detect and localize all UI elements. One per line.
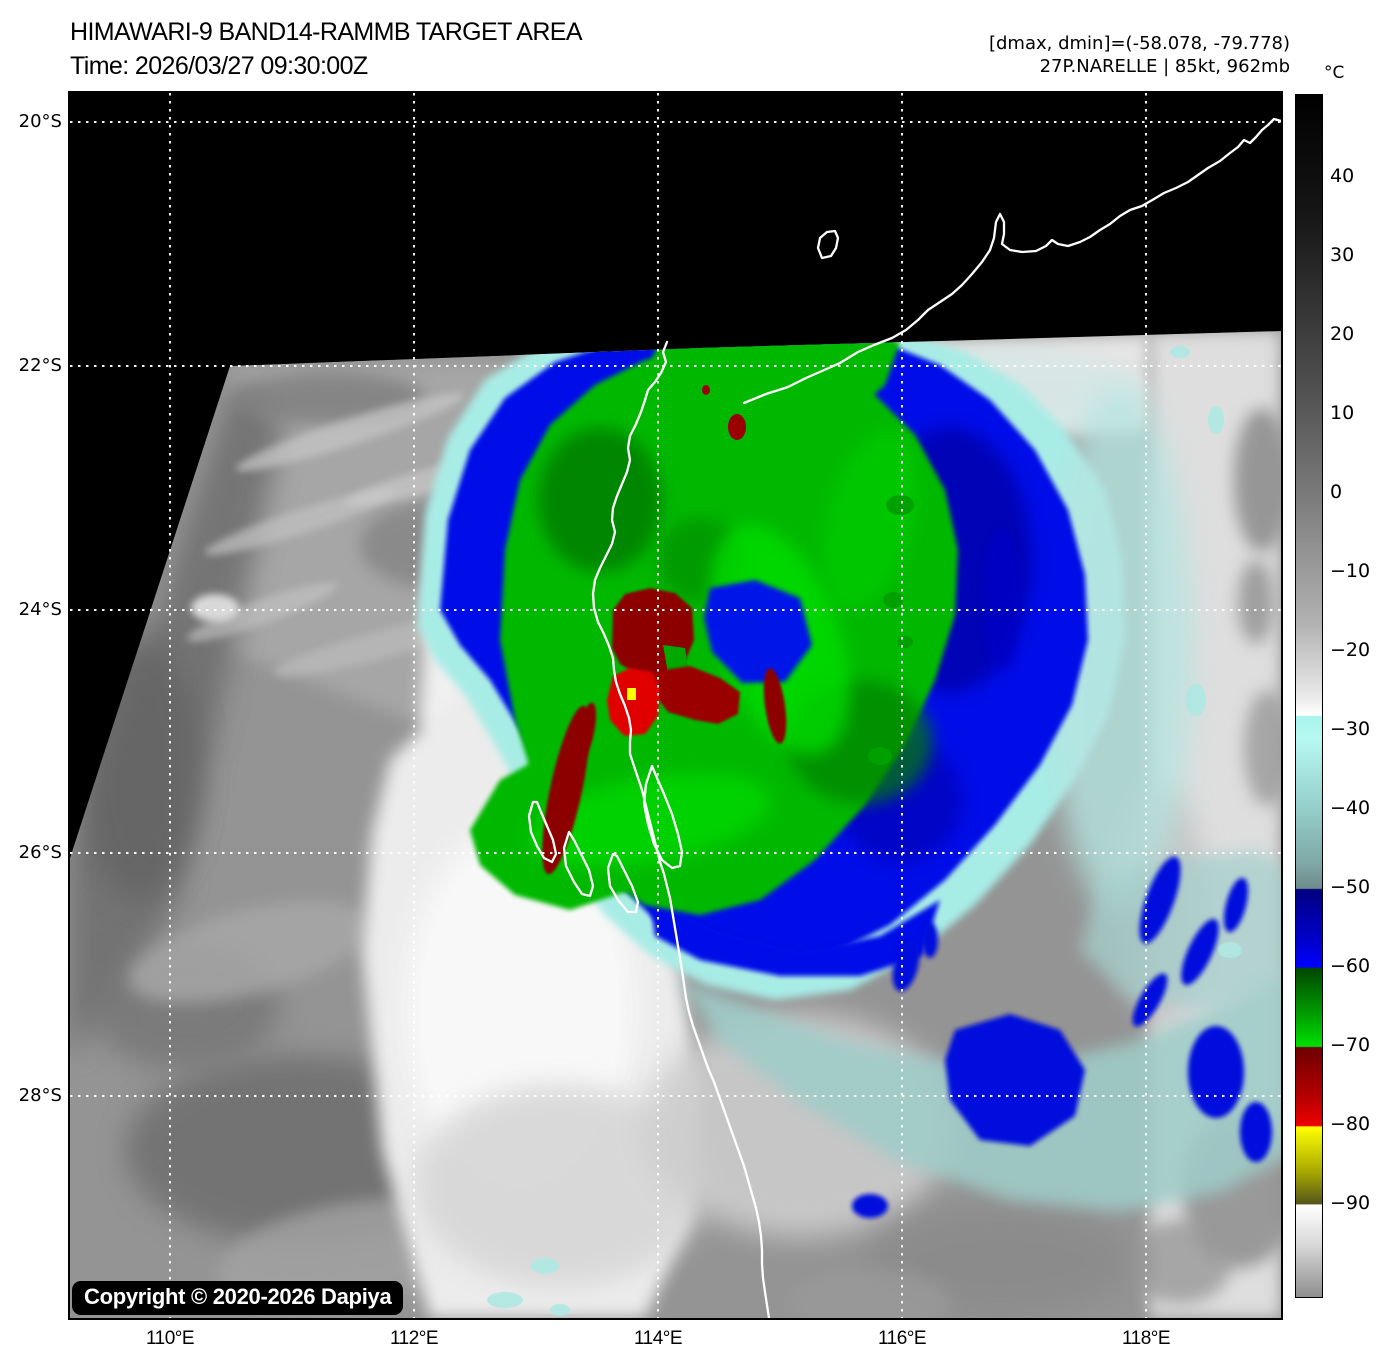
colorbar-tick-m40: −40 (1330, 797, 1371, 819)
coastline-lagoon-c (606, 852, 640, 914)
storm-info: 27P.NARELLE | 85kt, 962mb (1039, 56, 1290, 77)
lon-label-114e: 114°E (633, 1328, 683, 1349)
colorbar-tick-0: 0 (1330, 481, 1343, 503)
page-title: HIMAWARI-9 BAND14-RAMMB TARGET AREA (70, 18, 583, 46)
lat-label-26s: 26°S (18, 842, 62, 863)
lat-label-20s: 20°S (18, 111, 62, 132)
lon-label-118e: 118°E (1121, 1328, 1171, 1349)
timestamp: Time: 2026/03/27 09:30:00Z (70, 52, 368, 80)
colorbar-tick-m50: −50 (1330, 876, 1371, 898)
satellite-map (70, 93, 1281, 1318)
colorbar-tick-10: 10 (1330, 402, 1355, 424)
coastline-lagoon-a (527, 800, 558, 864)
colorbar-tick-m70: −70 (1330, 1034, 1371, 1056)
coastline-nw-australia (742, 117, 1281, 405)
coastline-island (816, 229, 840, 260)
copyright-badge: Copyright © 2020-2026 Dapiya (72, 1281, 404, 1315)
colorbar-tick-40: 40 (1330, 165, 1355, 187)
colorbar-tick-m20: −20 (1330, 639, 1371, 661)
lat-label-24s: 24°S (18, 599, 62, 620)
colorbar-tick-m30: −30 (1330, 718, 1371, 740)
colorbar-tick-20: 20 (1330, 323, 1355, 345)
lat-label-28s: 28°S (18, 1085, 62, 1106)
graticule (70, 93, 1281, 1318)
header-right: [dmax, dmin]=(-58.078, -79.778) 27P.NARE… (989, 32, 1290, 78)
colorbar-tick-m60: −60 (1330, 955, 1371, 977)
coastline (527, 117, 1281, 1318)
map-frame (68, 91, 1283, 1320)
lon-label-112e: 112°E (389, 1328, 439, 1349)
coastline-lagoon-b (562, 830, 595, 898)
lat-label-22s: 22°S (18, 355, 62, 376)
temperature-colorbar (1295, 94, 1323, 1298)
colorbar-unit: °C (1324, 63, 1345, 83)
colorbar-tick-m80: −80 (1330, 1113, 1371, 1135)
lon-label-116e: 116°E (877, 1328, 927, 1349)
lon-label-110e: 110°E (145, 1328, 195, 1349)
coastline-gulf (642, 764, 684, 870)
colorbar-tick-m90: −90 (1330, 1192, 1371, 1214)
colorbar-tick-30: 30 (1330, 244, 1355, 266)
dmax-dmin-readout: [dmax, dmin]=(-58.078, -79.778) (988, 33, 1290, 54)
swath-imagery (70, 331, 1281, 1318)
colorbar-tick-m10: −10 (1330, 560, 1371, 582)
